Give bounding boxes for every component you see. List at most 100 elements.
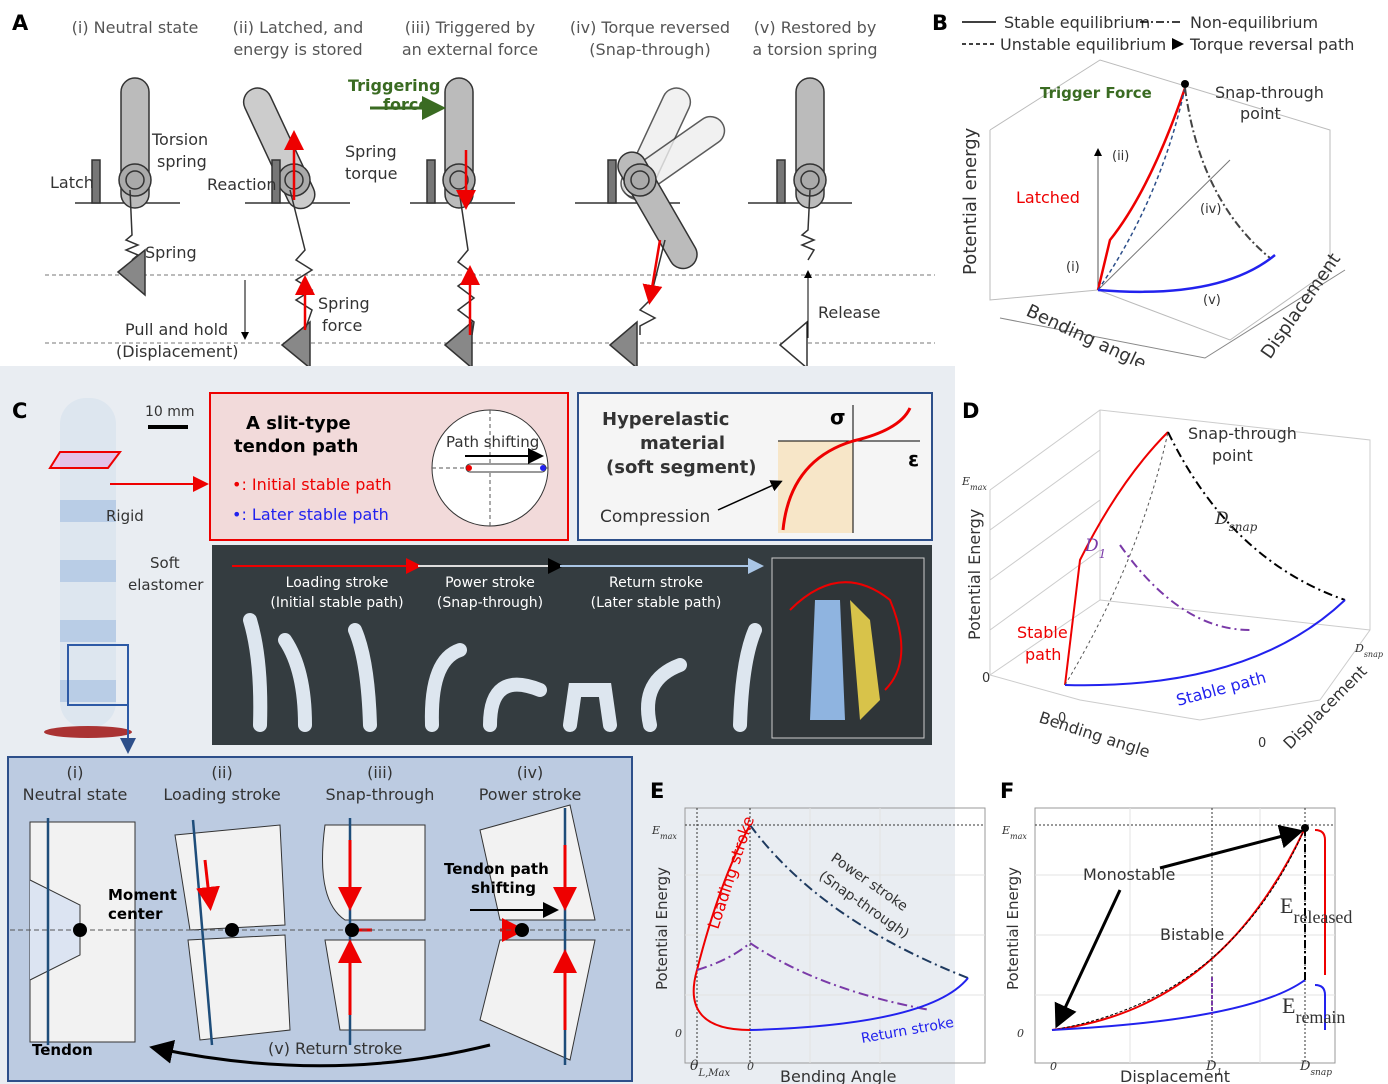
state-title: (iv) Torque reversed bbox=[570, 18, 730, 37]
text-part: E bbox=[1280, 893, 1293, 918]
stroke-label: (Initial stable path) bbox=[270, 595, 403, 611]
panel-b-shape-shape bbox=[990, 130, 1098, 300]
annotation: Spring bbox=[345, 142, 397, 161]
axis-label: Potential Energy bbox=[1004, 867, 1022, 990]
state-title: (iii) Triggered by bbox=[405, 18, 535, 37]
stroke-label: (Snap-through) bbox=[437, 595, 543, 611]
panel-label: B bbox=[932, 11, 948, 35]
phase-label: (iii) bbox=[367, 763, 393, 782]
annotation: Ereleased bbox=[1280, 893, 1352, 927]
text-part: max bbox=[970, 483, 987, 492]
panel-c-shape-shape bbox=[73, 923, 87, 937]
panel-a-shape-shape-shape bbox=[427, 160, 435, 203]
panel-b-shape bbox=[1181, 80, 1189, 88]
panel-c-shape-shape bbox=[175, 825, 285, 930]
panel-a-shape-shape-shape bbox=[608, 160, 616, 203]
panel-b-shape bbox=[1098, 255, 1275, 292]
label: elastomer bbox=[128, 576, 204, 594]
annotation: Snap-through bbox=[1188, 424, 1297, 443]
panel-a-shape-shape-shape bbox=[780, 322, 807, 368]
legend-entry: •: Initial stable path bbox=[232, 475, 392, 494]
panel-f-shape bbox=[1058, 890, 1120, 1023]
panel-c-shape bbox=[50, 452, 120, 468]
panel-a-shape-shape bbox=[290, 190, 312, 330]
annotation: path bbox=[1025, 645, 1061, 664]
text-part: snap bbox=[1310, 1068, 1332, 1078]
state-title: an external force bbox=[402, 40, 538, 59]
text-part: D bbox=[1354, 642, 1364, 655]
panel-label: D bbox=[962, 399, 979, 423]
phase-label: (i) bbox=[67, 763, 84, 782]
stage: (i) bbox=[1066, 260, 1080, 275]
label: Tendon bbox=[32, 1041, 93, 1059]
panel-c-shape-shape bbox=[60, 560, 116, 582]
legend-entry: •: Later stable path bbox=[232, 505, 389, 524]
text-part: E bbox=[961, 475, 970, 488]
panel-f-shape bbox=[1301, 824, 1309, 832]
annotation: Torsion bbox=[151, 130, 208, 149]
axis-label: Potential Energy bbox=[653, 867, 671, 990]
text-part: max bbox=[1010, 832, 1027, 841]
panel-label: A bbox=[12, 11, 29, 35]
panel-label: F bbox=[1000, 779, 1014, 803]
panel-a-shape-shape bbox=[458, 190, 474, 335]
text-part: D bbox=[1299, 1059, 1311, 1074]
phase-label: Power stroke bbox=[479, 785, 582, 804]
axis-tick: 0 bbox=[675, 1027, 682, 1040]
panel-a-shape-shape-shape bbox=[610, 322, 637, 368]
legend-entry: Torque reversal path bbox=[1189, 35, 1354, 54]
axis-tick: 0 bbox=[982, 671, 990, 686]
box-title: A slit-type bbox=[246, 413, 351, 434]
stage: (v) bbox=[1203, 293, 1221, 308]
annotation: Spring bbox=[318, 294, 370, 313]
label: Rigid bbox=[106, 507, 144, 525]
axis-symbol: ε bbox=[908, 447, 919, 471]
box-title: Hyperelastic bbox=[602, 409, 729, 430]
axis-tick: 0 bbox=[1017, 1027, 1024, 1040]
legend-entry: Non-equilibrium bbox=[1190, 13, 1318, 32]
text-part: E bbox=[651, 824, 660, 837]
panel-c-shape-shape bbox=[225, 923, 239, 937]
panel-c-shape bbox=[466, 464, 546, 472]
panel-c: C 10 mm Rigid Soft elastomer A slit-type… bbox=[0, 366, 1388, 1084]
annotation: spring bbox=[157, 152, 207, 171]
annotation: torque bbox=[345, 164, 398, 183]
panel-a: A (i) Neutral state (ii) Latched, and en… bbox=[12, 11, 935, 368]
text-part: D bbox=[1084, 536, 1099, 556]
label: Moment bbox=[108, 886, 177, 904]
panel-c-shape bbox=[810, 600, 845, 720]
annotation: force bbox=[383, 95, 429, 114]
annotation: Snap-through bbox=[1215, 83, 1324, 102]
panel-f: F Emax 0 0 D1 Dsnap Displacement Potenti… bbox=[1000, 779, 1352, 1084]
box-title: material bbox=[640, 433, 725, 454]
panel-b: B Stable equilibrium Non-equilibrium Uns… bbox=[932, 11, 1354, 374]
phase-label: Snap-through bbox=[326, 785, 435, 804]
stage: (iv) bbox=[1200, 202, 1221, 217]
legend-entry: Unstable equilibrium bbox=[1000, 35, 1166, 54]
annotation: Release bbox=[818, 303, 881, 322]
axis-tick: 0 bbox=[1050, 1060, 1057, 1073]
panel-c-shape-shape bbox=[515, 923, 529, 937]
axis-label: Displacement bbox=[1257, 249, 1345, 362]
state-title: (Snap-through) bbox=[589, 40, 710, 59]
panel-a-shape-shape-shape bbox=[119, 164, 151, 196]
legend-entry: Stable equilibrium bbox=[1004, 13, 1150, 32]
annotation: Latched bbox=[1016, 188, 1080, 207]
axis-label: Potential energy bbox=[960, 127, 981, 275]
panel-b-shape bbox=[1098, 160, 1230, 290]
annotation: Latch bbox=[50, 173, 94, 192]
panel-a-shape-shape-shape bbox=[445, 322, 472, 368]
stroke-label: Power stroke bbox=[445, 575, 535, 591]
panel-c-shape bbox=[148, 425, 188, 429]
label: Compression bbox=[600, 507, 710, 527]
axis-label: Potential Energy bbox=[965, 509, 984, 640]
text-part: max bbox=[660, 832, 677, 841]
scale-bar: 10 mm bbox=[145, 404, 195, 420]
axis-label: Displacement bbox=[1120, 1067, 1230, 1084]
text-part: remain bbox=[1295, 1007, 1345, 1027]
axis-tick: 0 bbox=[1258, 736, 1266, 751]
stroke-label: Loading stroke bbox=[286, 575, 389, 591]
panel-c-shape bbox=[540, 465, 546, 471]
label: shifting bbox=[471, 879, 536, 897]
annotation: point bbox=[1240, 104, 1281, 123]
